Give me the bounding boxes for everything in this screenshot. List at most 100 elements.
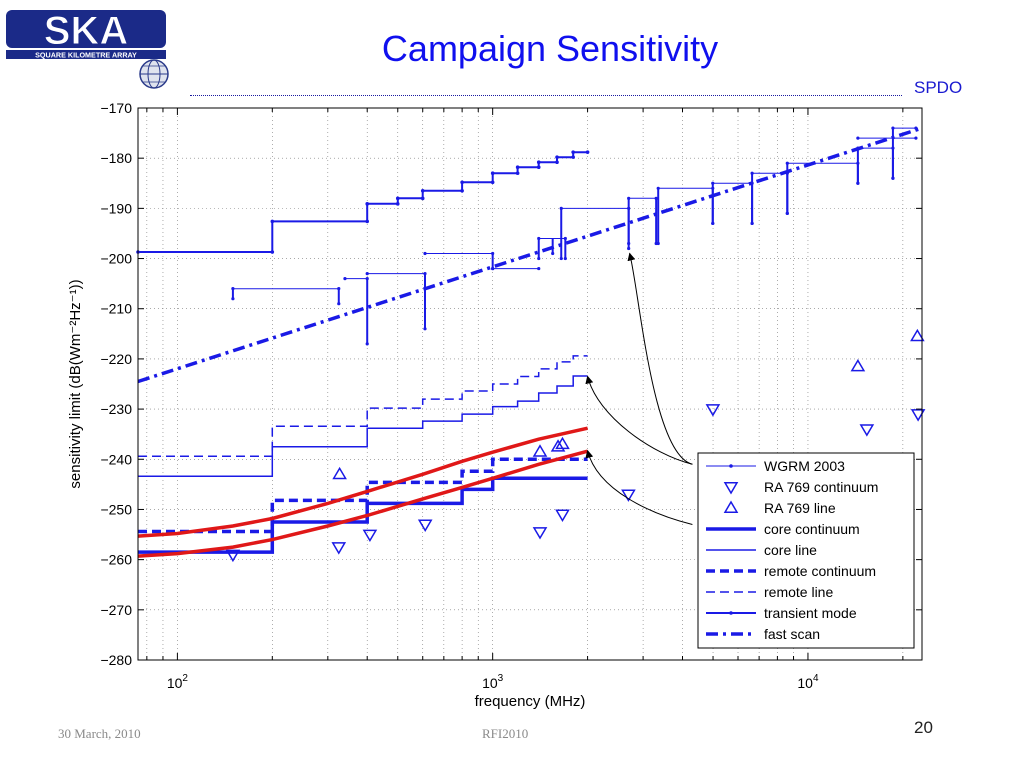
y-tick-label: −270 (100, 602, 132, 618)
wgrm-point (914, 126, 918, 130)
chart-series (136, 126, 926, 563)
line-fast-scan (137, 126, 923, 384)
wgrm-point (891, 176, 895, 180)
chart-ticks: −280 −270 −260 −250 −240 −230 −220 −210 −200 −190… (100, 100, 922, 691)
y-tick-label: −180 (100, 150, 132, 166)
wgrm-point (337, 302, 341, 306)
chart-annotations (585, 252, 693, 525)
legend-label: remote continuum (764, 563, 876, 579)
line-model-upper (137, 426, 588, 538)
legend-label: RA 769 line (764, 500, 836, 516)
globe-icon (139, 59, 169, 89)
legend-marker (729, 464, 733, 468)
legend-label: transient mode (764, 605, 857, 621)
legend-swatch (723, 482, 739, 495)
wgrm-point (563, 256, 567, 261)
transient-point (536, 160, 541, 164)
series-model-upper (137, 426, 588, 538)
chart-legend: WGRM 2003 RA 769 continuum RA 769 line core… (697, 452, 915, 649)
legend-label: core continuum (764, 521, 860, 537)
ra769-continuum-point (362, 529, 378, 543)
transient-point (365, 219, 370, 224)
footer-event: RFI2010 (482, 726, 529, 741)
logo-subtext: SQUARE KILOMETRE ARRAY (35, 51, 137, 60)
wgrm-point (343, 277, 347, 281)
wgrm-point (627, 246, 631, 251)
chart-svg: −280 −270 −260 −250 −240 −230 −220 −210 −200 −190… (67, 100, 926, 710)
ra769-line-point (550, 439, 566, 452)
transient-point (515, 171, 520, 176)
legend-entry-remote-continuum: remote continuum (706, 563, 876, 579)
wgrm-point (750, 221, 754, 226)
wgrm-point (551, 251, 555, 256)
ra769-continuum-point (910, 409, 926, 422)
transient-point (270, 219, 275, 224)
y-tick-label: −210 (100, 301, 132, 317)
ra769-line-point (850, 358, 866, 372)
legend-entry-ra-769-continuum: RA 769 continuum (723, 479, 878, 495)
series-transient-mode (136, 150, 590, 254)
logo-subtext-band (6, 50, 166, 59)
line-model-lower (137, 449, 589, 558)
wgrm-point (711, 221, 715, 226)
transient-point (515, 165, 520, 170)
ska-logo: SKA SQUARE KILOMETRE ARRAY (4, 4, 172, 90)
slide-title: Campaign Sensitivity (381, 28, 719, 69)
annotation-arrow (585, 375, 693, 465)
legend-swatch (723, 500, 739, 513)
y-tick-label: −280 (100, 652, 132, 668)
legend-entry-remote-line: remote line (706, 584, 833, 600)
line-core-line (138, 375, 588, 478)
org-label: SPDO (914, 78, 963, 97)
wgrm-point (423, 327, 427, 331)
line-transient-mode (138, 151, 588, 253)
plot-frame (137, 107, 923, 661)
transient-point (555, 160, 559, 164)
wgrm-point (537, 256, 541, 261)
legend-label: remote line (764, 584, 833, 600)
series-remote-continuum (138, 457, 588, 534)
series-wgrm-2003 (231, 126, 918, 346)
series-core-line (138, 375, 588, 478)
y-tick-label: −240 (100, 451, 132, 467)
transient-point (571, 155, 575, 159)
logo-text: SKA (44, 9, 128, 53)
transient-point (490, 180, 495, 185)
ra769-continuum-point (532, 527, 548, 540)
line-remote-continuum (138, 457, 588, 534)
transient-point (460, 189, 464, 193)
wgrm-point (785, 211, 789, 215)
transient-point (571, 150, 575, 154)
legend-label: fast scan (764, 626, 820, 642)
wgrm-point (914, 136, 918, 140)
wgrm-point (656, 241, 660, 246)
legend-label: RA 769 continuum (764, 479, 878, 495)
transient-point (395, 202, 400, 206)
transient-point (420, 196, 425, 201)
transient-point (585, 150, 590, 154)
legend-marker (729, 611, 733, 615)
ra769-continuum-point (859, 424, 875, 437)
y-tick-label: −170 (100, 100, 132, 116)
legend-entry-ra-769-line: RA 769 line (723, 500, 836, 516)
annotation-arrow (627, 252, 693, 465)
legend-entry-fast-scan: fast scan (706, 626, 820, 642)
sensitivity-chart: −280 −270 −260 −250 −240 −230 −220 −210 −200 −190… (52, 96, 940, 720)
transient-point (395, 196, 400, 201)
x-axis-label: frequency (MHz) (475, 693, 586, 710)
ra769-continuum-point (705, 404, 721, 417)
wgrm-point (627, 241, 631, 246)
series-ra-769-continuum (225, 404, 926, 563)
page-number: 20 (914, 718, 933, 737)
wgrm-point (365, 272, 369, 276)
series-fast-scan (137, 126, 923, 384)
y-tick-label: −230 (100, 401, 132, 417)
footer-date: 30 March, 2010 (58, 726, 141, 741)
line-remote-line (138, 355, 588, 458)
logo-banner (6, 10, 166, 48)
series-core-continuum (138, 476, 588, 554)
legend-label: core line (764, 542, 817, 558)
transient-point (270, 250, 275, 254)
ra769-line-point (910, 328, 925, 342)
series-ra-769-line (332, 328, 925, 480)
